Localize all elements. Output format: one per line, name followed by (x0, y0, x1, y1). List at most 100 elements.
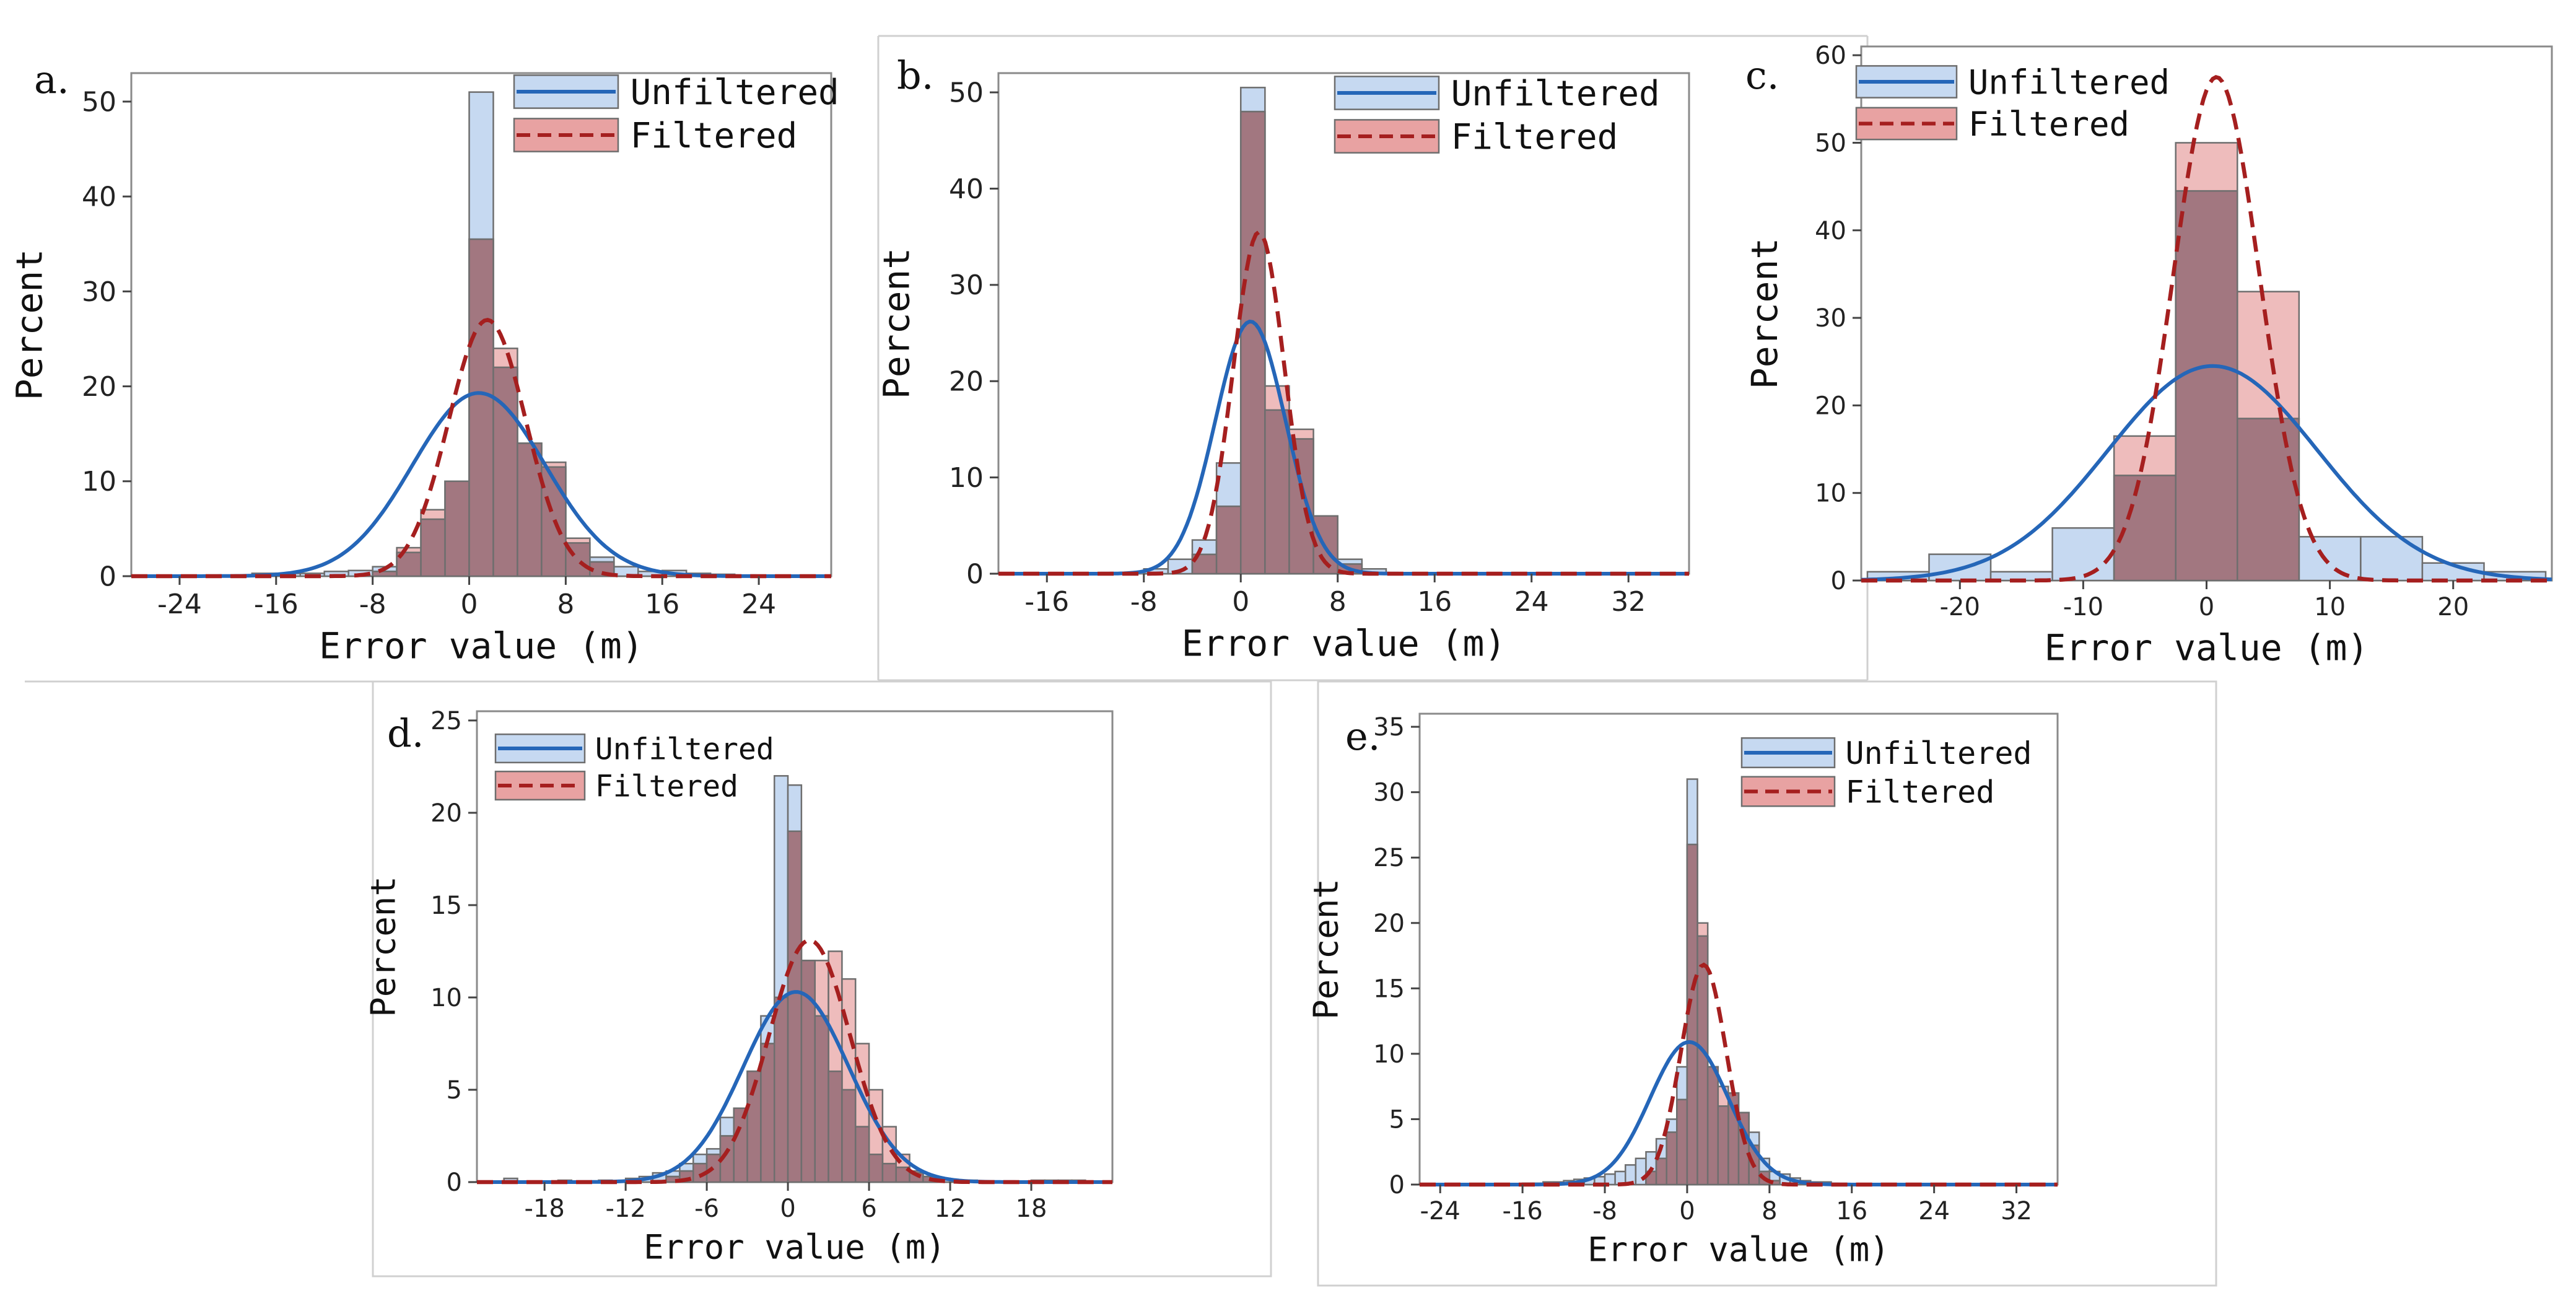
plot-area (997, 72, 1690, 575)
overlap-bar (1666, 1131, 1678, 1186)
y-axis-label: Percent (8, 249, 50, 400)
x-tick-label: 24 (1514, 586, 1549, 618)
y-tick-label: 40 (1815, 217, 1846, 245)
x-tick-label: -8 (359, 589, 386, 620)
histogram-panel: 0 10 20 30 40 50 60 -20 -10 0 10 20 Error value (m) P… (1744, 42, 2553, 669)
x-tick-label: 20 (2437, 593, 2469, 621)
x-tick-label: 0 (2199, 593, 2214, 621)
x-axis-label: Error value (m) (319, 625, 644, 667)
y-tick-label: 10 (430, 984, 462, 1012)
x-tick-label: 0 (780, 1194, 795, 1223)
y-tick-label: 20 (430, 799, 462, 828)
y-tick-label: 25 (1373, 844, 1405, 872)
y-tick-label: 15 (1373, 975, 1405, 1003)
y-tick-label: 0 (1389, 1171, 1405, 1199)
x-tick-label: -16 (1024, 586, 1069, 618)
y-tick-label: 0 (1831, 567, 1846, 595)
overlap-bar (868, 1154, 884, 1183)
y-tick-label: 50 (949, 77, 984, 108)
panel-frame (372, 680, 1272, 1278)
y-axis-label: Percent (1306, 879, 1345, 1020)
y-tick-label: 30 (949, 270, 984, 301)
legend-label-unfiltered: Unfiltered (1968, 63, 2170, 102)
x-tick-label: -24 (1420, 1197, 1460, 1225)
x-tick-label: 0 (1679, 1197, 1695, 1225)
overlap-bar (814, 1015, 829, 1183)
x-tick-label: 8 (1762, 1197, 1777, 1225)
x-tick-label: -8 (1130, 586, 1158, 618)
panel-frame (1317, 680, 2217, 1287)
x-tick-label: 32 (2001, 1197, 2032, 1225)
panel-label: a. (34, 57, 69, 102)
x-tick-label: -8 (1592, 1197, 1617, 1225)
y-tick-label: 40 (949, 173, 984, 205)
overlap-bar (1706, 1066, 1719, 1186)
unfiltered-bar (2298, 536, 2362, 582)
y-tick-label: 10 (1815, 480, 1846, 508)
y-tick-label: 40 (82, 182, 116, 213)
overlap-bar (468, 238, 494, 577)
unfiltered-bar (1635, 1157, 1647, 1186)
y-tick-label: 5 (1389, 1105, 1405, 1134)
overlap-bar (1215, 505, 1242, 575)
filtered-normal-curve (1420, 962, 2058, 1187)
overlap-bar (787, 830, 803, 1183)
x-tick-label: 6 (861, 1194, 876, 1223)
legend-label-unfiltered: Unfiltered (595, 732, 774, 766)
x-tick-label: 0 (1232, 586, 1249, 618)
overlap-bar (854, 1126, 870, 1183)
y-tick-label: 30 (82, 276, 116, 308)
filtered-normal-curve (998, 229, 1689, 576)
histogram-panel: 0 10 20 30 40 50 -16 -8 0 8 16 24 32 Error value (m) P… (875, 53, 1690, 665)
x-tick-label: -16 (254, 589, 299, 620)
y-axis-label: Percent (875, 248, 917, 399)
filtered-normal-curve (477, 938, 1112, 1185)
x-tick-label: -16 (1502, 1197, 1542, 1225)
overlap-bar (1264, 409, 1290, 575)
legend-label-unfiltered: Unfiltered (1846, 735, 2032, 771)
overlap-bar (1696, 935, 1709, 1186)
y-tick-label: 20 (1815, 392, 1846, 420)
overlap-bar (444, 480, 470, 577)
overlap-bar (1676, 1098, 1688, 1186)
x-axis-label: Error value (m) (644, 1228, 946, 1267)
y-tick-label: 20 (1373, 909, 1405, 938)
y-axis-label: Percent (1744, 238, 1786, 389)
x-axis-label: Error value (m) (2045, 627, 2369, 669)
overlap-bar (841, 1089, 857, 1183)
overlap-bar (1717, 1105, 1729, 1186)
legend-label-filtered: Filtered (631, 116, 798, 156)
legend-label-filtered: Filtered (1846, 774, 1995, 810)
overlap-bar (372, 571, 398, 577)
legend-label-filtered: Filtered (1451, 117, 1618, 157)
filtered-normal-curve (1861, 75, 2552, 583)
y-tick-label: 15 (430, 892, 462, 920)
x-axis-label: Error value (m) (1587, 1230, 1890, 1269)
overlap-bar (774, 996, 789, 1183)
y-tick-label: 0 (966, 558, 984, 590)
x-tick-label: 24 (1918, 1197, 1950, 1225)
y-tick-label: 20 (82, 371, 116, 403)
panel-label: b. (897, 53, 933, 98)
overlap-bar (1655, 1157, 1667, 1186)
panel-label: c. (1745, 53, 1779, 98)
x-tick-label: -6 (694, 1194, 719, 1223)
y-tick-label: 0 (99, 561, 116, 592)
x-tick-label: -10 (2063, 593, 2103, 621)
unfiltered-bar (2051, 527, 2115, 582)
legend-label-unfiltered: Unfiltered (631, 72, 839, 113)
x-tick-label: -24 (157, 589, 202, 620)
panel-label: d. (387, 711, 424, 756)
x-tick-label: 18 (1016, 1194, 1047, 1223)
legend-label-unfiltered: Unfiltered (1451, 74, 1660, 114)
y-tick-label: 10 (1373, 1040, 1405, 1069)
x-tick-label: -20 (1940, 593, 1980, 621)
y-tick-label: 20 (949, 366, 984, 398)
y-axis-label: Percent (364, 876, 403, 1017)
y-tick-label: 30 (1373, 779, 1405, 807)
x-tick-label: 16 (1836, 1197, 1867, 1225)
